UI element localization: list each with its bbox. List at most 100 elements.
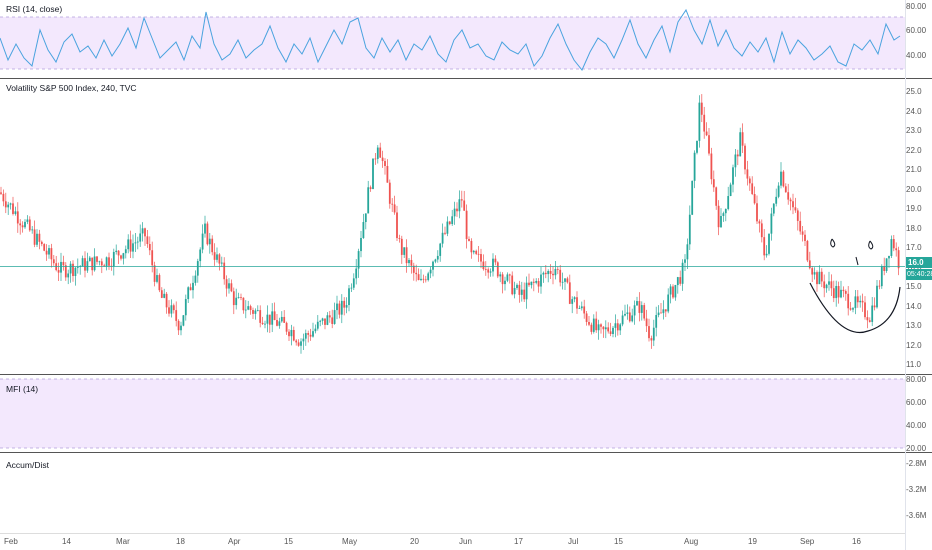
candle-body (698, 102, 701, 141)
candle-body (175, 310, 178, 321)
candle-body (792, 201, 794, 208)
candle-body (132, 243, 134, 252)
drawing-eye-left[interactable] (830, 238, 836, 248)
candle-body (367, 187, 370, 214)
candle-body (638, 301, 641, 313)
candle-body (36, 233, 38, 245)
candle-body (165, 293, 168, 308)
candle-body (228, 283, 230, 289)
candle-body (436, 255, 439, 260)
price-scale-label: 20.0 (906, 184, 922, 194)
candle-body (672, 286, 674, 298)
candle-body (396, 212, 398, 239)
pane-divider-3[interactable] (0, 452, 932, 453)
candle-body (508, 274, 511, 276)
candle-body (794, 207, 797, 211)
candle-body (619, 324, 622, 331)
price-scale-label: 15.0 (906, 282, 922, 291)
candle-body (357, 251, 360, 269)
pane-divider-1[interactable] (0, 78, 932, 79)
candle-body (144, 228, 146, 237)
drawing-eye-right[interactable] (868, 240, 874, 250)
candle-body (530, 281, 533, 286)
candle-body (139, 233, 142, 242)
candle-body (88, 257, 91, 262)
candle-body (355, 268, 358, 279)
candle-body (439, 243, 442, 256)
accum-pane[interactable]: Accum/Dist -2.8M -3.2M -3.6M (0, 453, 932, 533)
time-axis-label: Mar (116, 537, 130, 546)
price-scale-label: 13.0 (906, 321, 922, 330)
candle-body (434, 259, 437, 262)
candle-body (201, 233, 204, 250)
candle-body (343, 300, 346, 308)
bar-countdown: 05:40:28 (906, 269, 932, 280)
candle-body (679, 277, 682, 284)
candle-body (720, 215, 722, 228)
candle-body (74, 267, 77, 277)
time-axis-label: 14 (62, 537, 71, 546)
candle-body (549, 271, 552, 274)
candle-body (614, 323, 617, 328)
candle-body (345, 305, 348, 308)
candle-body (309, 334, 312, 337)
candle-body (859, 300, 862, 303)
candle-body (256, 310, 259, 311)
candle-body (760, 223, 763, 238)
candle-body (340, 300, 343, 315)
candle-body (134, 242, 137, 244)
price-pane[interactable]: Volatility S&P 500 Index, 240, TVC 25.0 2… (0, 79, 932, 374)
candle-body (480, 254, 482, 262)
price-scale-label: 24.0 (906, 106, 922, 116)
candle-body (475, 250, 478, 254)
time-axis-label: 18 (176, 537, 185, 546)
candle-body (547, 271, 550, 275)
rsi-pane[interactable]: RSI (14, close) 80.00 60.00 40.00 (0, 0, 932, 77)
candle-body (710, 153, 713, 180)
candle-body (352, 278, 355, 288)
candle-body (170, 305, 173, 314)
candle-body (482, 261, 485, 270)
candle-body (796, 210, 799, 221)
candle-body (801, 231, 804, 235)
time-axis-label: Jun (459, 537, 472, 546)
mfi-pane[interactable]: MFI (14) 80.00 60.00 40.00 20.00 (0, 375, 932, 453)
candle-body (400, 238, 403, 255)
candle-body (535, 280, 538, 283)
candle-body (360, 237, 362, 252)
candle-body (892, 239, 895, 249)
price-scale-label: 23.0 (906, 126, 922, 135)
candle-body (48, 248, 50, 255)
candle-body (427, 273, 430, 281)
candle-body (180, 325, 182, 331)
drawing-smile[interactable] (809, 282, 901, 333)
candle-body (693, 152, 696, 181)
pane-divider-2[interactable] (0, 374, 932, 375)
candle-body (648, 326, 650, 339)
time-axis-divider (0, 533, 906, 534)
candle-body (784, 186, 787, 193)
candle-body (105, 257, 108, 267)
candle-body (372, 158, 374, 189)
candle-body (172, 305, 175, 311)
time-axis-label: Feb (4, 537, 18, 546)
candle-body (148, 244, 151, 251)
candle-body (717, 205, 720, 228)
candle-body (189, 287, 192, 291)
candle-body (566, 278, 569, 283)
price-scale-label: 14.0 (906, 301, 922, 311)
time-axis-label: 15 (284, 537, 293, 546)
candle-body (806, 240, 809, 261)
candle-body (660, 312, 662, 314)
candle-body (348, 288, 350, 306)
candle-body (441, 232, 444, 244)
candle-body (321, 318, 324, 321)
accum-scale-3: -3.6M (906, 511, 927, 520)
candle-body (876, 285, 878, 308)
candle-body (168, 307, 170, 314)
rsi-svg (0, 8, 906, 71)
drawing-nose[interactable] (855, 256, 859, 266)
candle-body (696, 140, 698, 153)
candle-body (612, 327, 614, 334)
candle-body (746, 169, 749, 179)
